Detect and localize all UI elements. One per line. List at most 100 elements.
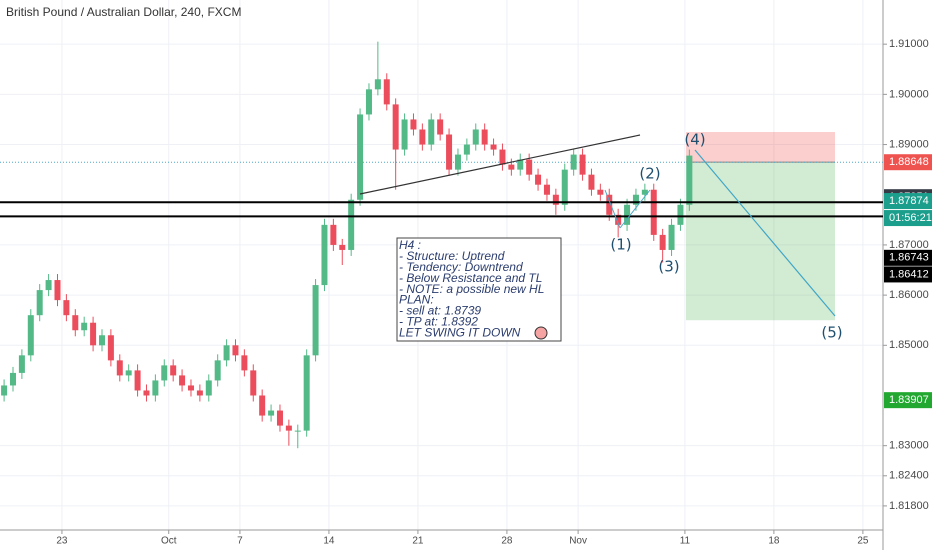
candle-body	[419, 129, 426, 145]
chart-title: British Pound / Australian Dollar, 240, …	[6, 5, 241, 19]
price-badge-label: 1.86412	[889, 268, 929, 280]
candle-body	[63, 300, 70, 316]
x-tick-label: Oct	[161, 536, 177, 547]
target-zone	[686, 162, 835, 321]
x-tick-label: Nov	[569, 536, 587, 547]
note-line: - Below Resistance and TL	[399, 271, 542, 285]
candle-body	[374, 79, 381, 90]
price-badge	[884, 266, 932, 283]
projection	[694, 149, 836, 317]
x-tick-label: 25	[857, 536, 869, 547]
candle-body	[428, 119, 435, 145]
countdown-label: 01:56:21	[889, 212, 932, 224]
candle-body	[686, 155, 693, 205]
candle-body	[134, 370, 141, 391]
y-tick-label: 1.81800	[889, 500, 929, 512]
wave-line	[604, 189, 621, 229]
candle-body	[481, 129, 488, 145]
candle-body	[9, 372, 16, 386]
candle-body	[401, 119, 408, 150]
candle-body	[45, 280, 52, 291]
candle-body	[517, 159, 524, 170]
emoji-icon	[534, 326, 548, 340]
candle-body	[143, 390, 150, 396]
candle-body	[339, 244, 346, 250]
wave-label: (3)	[658, 258, 679, 276]
price-badge	[884, 392, 932, 409]
note-line: - sell at: 1.8739	[399, 304, 481, 318]
candle-body	[125, 370, 132, 376]
note-line: - NOTE: a possible new HL	[399, 282, 544, 296]
candle-body	[410, 119, 417, 130]
candle-body	[526, 159, 533, 175]
candle-body	[472, 129, 479, 145]
x-tick-label: 23	[56, 536, 68, 547]
candle-body	[606, 194, 613, 215]
x-tick-label: 7	[237, 536, 243, 547]
x-tick-label: 11	[680, 536, 691, 547]
candle-body	[294, 430, 301, 432]
candle-body	[499, 149, 506, 165]
wave-label: (2)	[639, 165, 660, 183]
y-tick-label: 1.86000	[889, 289, 929, 301]
note-line: - Structure: Uptrend	[399, 249, 505, 263]
candle-body	[668, 224, 675, 250]
note-line: - TP at: 1.8392	[399, 314, 478, 328]
candle-body	[214, 360, 221, 381]
candle-body	[268, 410, 275, 416]
candle-body	[72, 315, 79, 331]
candle-body	[365, 89, 372, 115]
x-tick-label: 28	[501, 536, 513, 547]
countdown-badge	[884, 210, 932, 227]
note-line: LET SWING IT DOWN	[399, 325, 521, 339]
candle-body	[624, 204, 631, 225]
wave-line	[619, 189, 651, 229]
candle-body	[107, 335, 114, 361]
price-badge-label: 1.86743	[889, 252, 929, 264]
candle-body	[27, 315, 34, 356]
candle-body	[463, 144, 470, 155]
candle-body	[490, 144, 497, 150]
note-line: H4 :	[399, 238, 421, 252]
candle-body	[588, 174, 595, 190]
x-tick-label: 21	[412, 536, 424, 547]
candle-body	[98, 335, 105, 346]
candle-body	[241, 355, 248, 371]
wave-label: (1)	[610, 236, 631, 254]
candle-body	[285, 425, 292, 431]
trendline	[359, 134, 641, 195]
candle-body	[312, 285, 319, 356]
price-badge-label: 1.87874	[889, 195, 929, 207]
candle-body	[597, 189, 604, 195]
candle-body	[276, 410, 283, 426]
candle-body	[90, 322, 97, 346]
note-line: PLAN:	[399, 293, 434, 307]
y-tick-label: 1.83000	[889, 440, 929, 452]
candle-body	[54, 280, 61, 301]
candle-body	[187, 385, 194, 391]
candle-body	[259, 395, 266, 416]
candle-body	[561, 169, 568, 205]
candle-body	[179, 375, 186, 386]
candle-body	[659, 234, 666, 250]
candle-body	[508, 164, 515, 170]
candle-body	[454, 154, 461, 170]
candle-body	[650, 189, 657, 235]
price-badge-label: 1.88648	[889, 156, 929, 168]
price-badge	[884, 249, 932, 266]
candle-body	[321, 224, 328, 286]
candles	[1, 41, 693, 449]
price-badge	[884, 154, 932, 171]
candle-body	[161, 365, 168, 381]
note-box	[396, 237, 562, 342]
y-tick-label: 1.91000	[889, 38, 929, 50]
candle-body	[205, 380, 212, 396]
stop-zone	[686, 131, 835, 163]
candle-body	[232, 345, 239, 356]
x-tick-label: 14	[323, 536, 335, 547]
wave-label: (5)	[821, 324, 842, 342]
candle-body	[152, 380, 159, 396]
candle-body	[535, 174, 542, 185]
